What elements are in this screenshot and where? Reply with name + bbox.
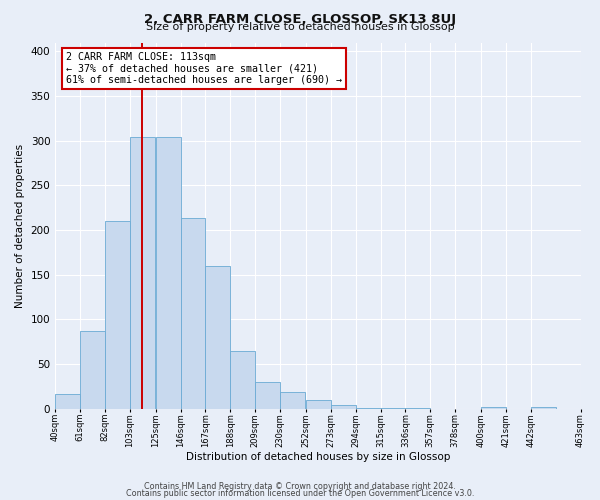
Bar	[280, 392, 305, 409]
Bar	[130, 137, 155, 409]
Text: Contains HM Land Registry data © Crown copyright and database right 2024.: Contains HM Land Registry data © Crown c…	[144, 482, 456, 491]
Bar	[230, 350, 255, 409]
Bar	[205, 266, 230, 409]
Bar	[356, 408, 380, 409]
Text: Contains public sector information licensed under the Open Government Licence v3: Contains public sector information licen…	[126, 490, 474, 498]
Text: 2 CARR FARM CLOSE: 113sqm
← 37% of detached houses are smaller (421)
61% of semi: 2 CARR FARM CLOSE: 113sqm ← 37% of detac…	[65, 52, 341, 85]
Bar	[105, 221, 130, 409]
Bar	[80, 331, 105, 409]
Y-axis label: Number of detached properties: Number of detached properties	[15, 144, 25, 308]
Text: 2, CARR FARM CLOSE, GLOSSOP, SK13 8UJ: 2, CARR FARM CLOSE, GLOSSOP, SK13 8UJ	[144, 12, 456, 26]
Bar	[181, 218, 205, 409]
Bar	[481, 407, 506, 409]
Bar	[156, 137, 181, 409]
Bar	[306, 400, 331, 409]
Bar	[406, 408, 430, 409]
Text: Size of property relative to detached houses in Glossop: Size of property relative to detached ho…	[146, 22, 454, 32]
X-axis label: Distribution of detached houses by size in Glossop: Distribution of detached houses by size …	[185, 452, 450, 462]
Bar	[331, 405, 356, 409]
Bar	[255, 382, 280, 409]
Bar	[531, 407, 556, 409]
Bar	[55, 394, 80, 409]
Bar	[380, 408, 406, 409]
